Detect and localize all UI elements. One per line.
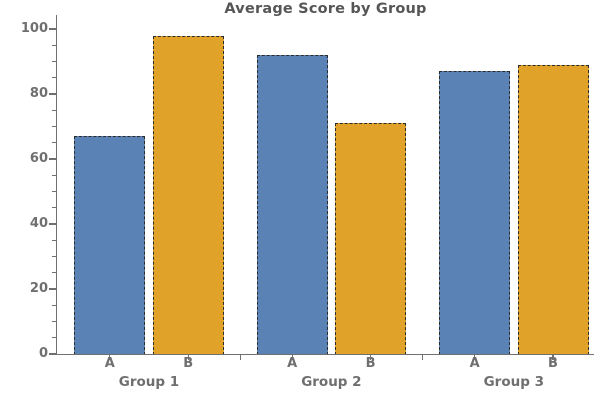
y-axis-minor-tick	[52, 44, 56, 46]
y-axis-minor-tick	[52, 337, 56, 339]
y-axis-minor-tick	[52, 60, 56, 63]
x-tick-label-group-2-a: A	[287, 356, 298, 371]
y-axis-minor-tick	[52, 190, 56, 193]
x-axis-tick	[291, 355, 293, 360]
y-axis-tick-label: 0	[38, 346, 48, 361]
y-axis-minor-tick	[52, 109, 56, 111]
group-separator-tick	[422, 355, 424, 360]
y-axis-tick-label: 100	[20, 21, 48, 36]
y-axis-minor-tick	[52, 207, 56, 209]
group-label-2: Group 2	[301, 374, 362, 390]
x-axis-tick	[109, 355, 111, 360]
y-axis-major-tick	[49, 158, 56, 160]
bar-group-3-b	[517, 64, 589, 355]
bar-group-1-a	[74, 136, 146, 355]
bar-group-1-b	[152, 35, 224, 355]
group-separator-tick	[239, 355, 241, 360]
bar-group-2-a	[256, 55, 328, 355]
y-axis-tick-label: 80	[29, 86, 48, 101]
y-axis-minor-tick	[52, 272, 56, 274]
group-label-1: Group 1	[118, 374, 180, 390]
y-axis-minor-tick	[52, 174, 56, 176]
y-axis-tick-label: 60	[29, 151, 48, 166]
y-axis-spine	[55, 15, 57, 356]
x-axis-tick	[370, 355, 372, 360]
y-axis-minor-tick	[52, 304, 56, 306]
y-axis-major-tick	[49, 288, 56, 290]
x-axis-spine	[55, 353, 594, 355]
x-axis-tick	[474, 355, 476, 360]
y-axis-major-tick	[49, 93, 56, 95]
y-axis-major-tick	[49, 28, 56, 30]
y-axis-major-tick	[49, 353, 56, 355]
x-tick-label-group-3-a: A	[469, 356, 480, 371]
y-axis-minor-tick	[52, 77, 56, 79]
y-axis-tick-label: 20	[29, 281, 48, 296]
y-axis-minor-tick	[52, 142, 56, 144]
x-tick-label-group-3-b: B	[548, 356, 558, 371]
y-axis-major-tick	[49, 223, 56, 225]
bar-group-3-a	[439, 71, 511, 355]
chart-title: Average Score by Group	[224, 1, 427, 17]
y-axis-minor-tick	[52, 320, 56, 323]
y-axis-minor-tick	[52, 255, 56, 258]
x-tick-label-group-1-b: B	[183, 356, 194, 371]
y-axis-tick-label: 40	[29, 216, 48, 231]
x-tick-label-group-1-a: A	[104, 356, 115, 371]
group-label-3: Group 3	[483, 374, 544, 390]
bar-group-2-b	[335, 123, 407, 355]
y-axis-minor-tick	[52, 125, 56, 128]
x-axis-tick	[187, 355, 189, 360]
y-axis-minor-tick	[52, 239, 56, 241]
x-tick-label-group-2-b: B	[365, 356, 376, 371]
x-axis-tick	[552, 355, 554, 360]
